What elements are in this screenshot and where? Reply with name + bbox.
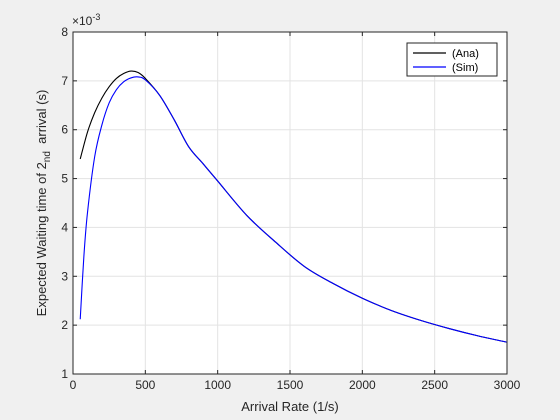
y-tick-label: 4 (61, 220, 68, 234)
y-axis-label-prefix: Expected Waiting time of 2 (34, 162, 49, 316)
x-tick-label: 2500 (421, 378, 448, 392)
series-line-1 (79, 76, 508, 343)
legend-label-sim: (Sim) (452, 62, 478, 74)
x-tick-label: 3000 (494, 378, 521, 392)
exponent-power: -3 (92, 12, 100, 22)
exponent-prefix: ×10 (72, 14, 93, 28)
y-axis-exponent: ×10-3 (72, 12, 100, 28)
y-tick-label: 1 (61, 367, 68, 381)
y-tick-label: 2 (61, 318, 68, 332)
legend: (Ana) (Sim) (406, 42, 498, 77)
tick-marks (72, 31, 508, 375)
x-tick-label: 2000 (349, 378, 376, 392)
grid-lines (73, 32, 507, 374)
y-axis-label: Expected Waiting time of 2nd arrival (s) (34, 90, 53, 317)
x-tick-label: 1500 (277, 378, 304, 392)
legend-box (406, 42, 498, 77)
y-axis-label-suffix: arrival (s) (34, 90, 49, 151)
x-tick-label: 0 (70, 378, 77, 392)
y-tick-label: 5 (61, 172, 68, 186)
series-layer (79, 70, 508, 343)
y-tick-label: 8 (61, 25, 68, 39)
y-tick-label: 7 (61, 74, 68, 88)
y-axis-label-subscript: nd (42, 151, 53, 162)
y-tick-label: 6 (61, 123, 68, 137)
x-axis-label: Arrival Rate (1/s) (241, 399, 339, 414)
tick-labels: 0 500 1000 1500 2000 2500 3000 1 2 3 4 5 6 7 8 (61, 25, 520, 392)
legend-label-ana: (Ana) (452, 48, 479, 60)
x-tick-label: 1000 (204, 378, 231, 392)
y-tick-label: 3 (61, 269, 68, 283)
x-tick-label: 500 (135, 378, 155, 392)
